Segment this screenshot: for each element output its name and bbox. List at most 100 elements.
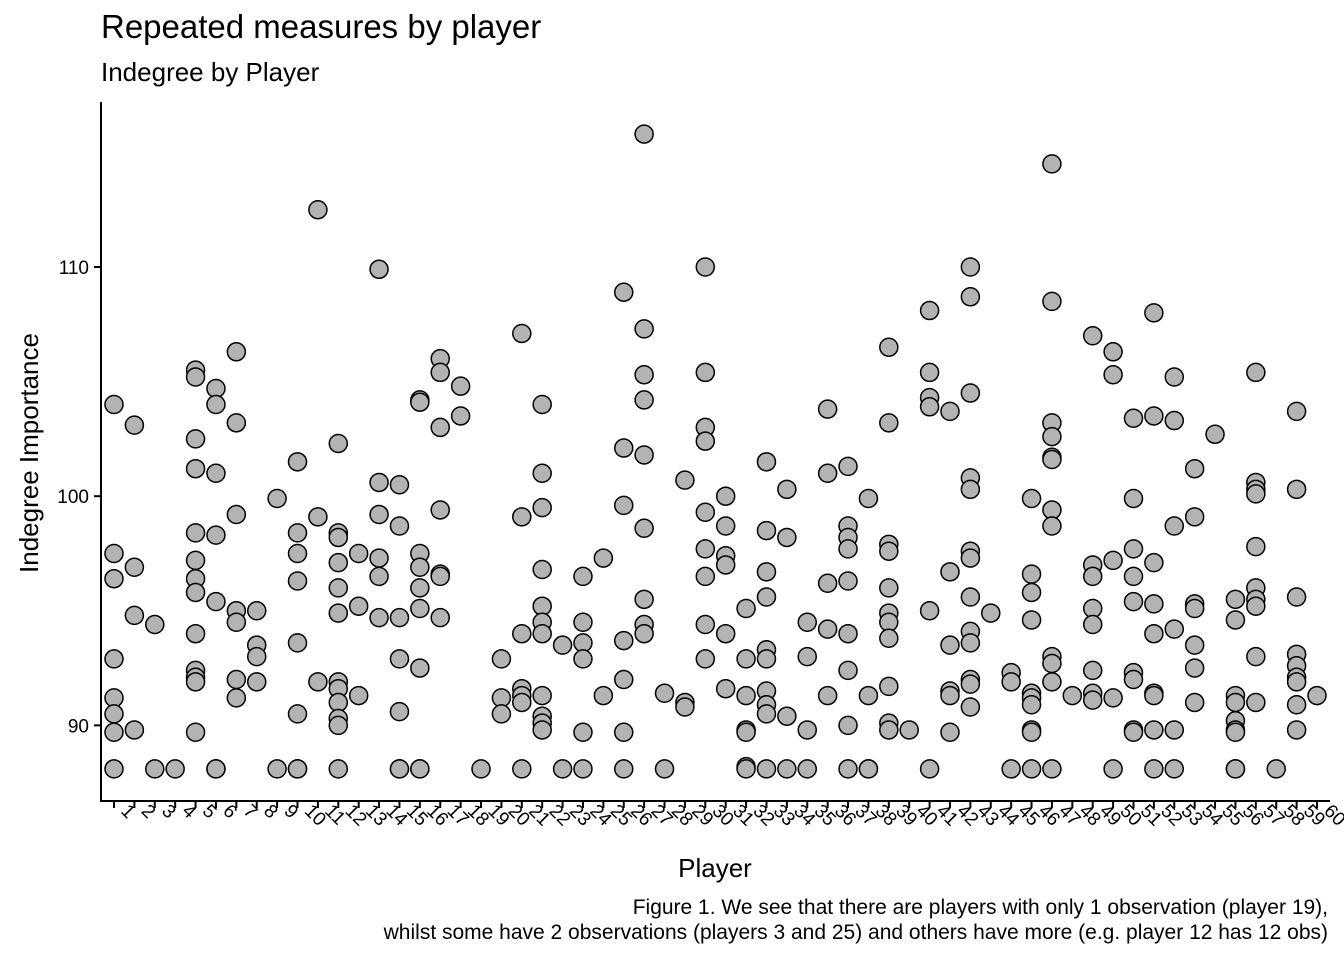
data-point	[777, 706, 797, 726]
data-point	[1286, 672, 1307, 692]
data-point	[715, 623, 736, 644]
data-point	[634, 390, 654, 410]
data-point	[532, 685, 552, 706]
data-point	[1144, 303, 1164, 323]
data-point	[369, 504, 389, 525]
data-point	[369, 548, 389, 568]
data-point	[165, 759, 185, 779]
data-point	[226, 413, 247, 433]
data-point	[410, 598, 430, 619]
data-point	[287, 704, 308, 724]
data-point	[1021, 759, 1042, 779]
data-point	[1123, 591, 1144, 612]
data-point	[1082, 566, 1103, 587]
data-point	[287, 571, 308, 591]
data-point	[736, 722, 756, 742]
data-point	[328, 552, 349, 573]
data-point	[919, 397, 940, 417]
caption-line-1: Figure 1. We see that there are players …	[632, 896, 1328, 919]
data-point	[756, 649, 777, 669]
data-point	[634, 124, 654, 144]
data-point	[308, 507, 328, 527]
data-point	[777, 759, 797, 779]
data-point	[695, 649, 716, 669]
data-point	[1246, 596, 1266, 616]
data-point	[1184, 658, 1205, 678]
data-point	[226, 504, 247, 525]
data-point	[573, 612, 593, 632]
points-layer	[104, 124, 1327, 779]
data-point	[879, 541, 899, 561]
data-point	[838, 456, 858, 477]
data-point	[613, 722, 634, 742]
data-point	[858, 488, 879, 509]
data-point	[695, 362, 716, 383]
data-point	[593, 548, 614, 568]
data-point	[552, 635, 573, 655]
data-point	[348, 685, 369, 706]
data-point	[879, 720, 899, 740]
data-point	[1225, 759, 1246, 779]
data-point	[960, 287, 981, 307]
data-point	[879, 578, 899, 598]
data-point	[1286, 401, 1307, 422]
data-point	[960, 383, 981, 403]
data-point	[410, 658, 430, 678]
data-point	[1001, 759, 1021, 779]
data-point	[817, 399, 838, 419]
data-point	[736, 598, 756, 619]
data-point	[695, 431, 716, 451]
data-point	[613, 759, 634, 779]
data-point	[1184, 692, 1205, 713]
data-point	[654, 759, 675, 779]
data-point	[226, 612, 247, 632]
y-tick-label: 100	[57, 487, 89, 508]
data-point	[1103, 688, 1123, 708]
data-point	[206, 759, 226, 779]
data-point	[185, 722, 206, 742]
data-point	[715, 516, 736, 536]
data-point	[838, 715, 858, 736]
x-tick-label: 4	[178, 801, 201, 824]
data-point	[940, 722, 960, 742]
data-point	[613, 669, 634, 690]
x-tick-label: 5	[198, 801, 220, 823]
data-point	[389, 516, 410, 536]
data-point	[1103, 550, 1123, 571]
data-point	[777, 527, 797, 548]
data-point	[1001, 672, 1021, 692]
data-point	[287, 759, 308, 779]
data-point	[1123, 539, 1144, 559]
data-point	[695, 502, 716, 522]
data-point	[1062, 685, 1083, 706]
x-axis-label: Player	[678, 853, 752, 883]
data-point	[1246, 362, 1266, 383]
x-tick-label: 3	[157, 801, 179, 823]
data-point	[919, 601, 940, 621]
data-point	[1225, 722, 1246, 742]
data-point	[246, 672, 267, 692]
data-point	[573, 649, 593, 669]
data-point	[1123, 669, 1144, 690]
data-point	[1246, 536, 1266, 557]
data-point	[1123, 488, 1144, 509]
data-point	[879, 628, 899, 649]
data-point	[246, 646, 267, 667]
data-point	[287, 523, 308, 543]
data-point	[104, 759, 124, 779]
data-point	[940, 562, 960, 582]
data-point	[838, 539, 858, 559]
data-point	[634, 518, 654, 539]
data-point	[124, 720, 145, 740]
data-point	[817, 619, 838, 639]
x-tick-label: 6	[218, 801, 240, 823]
data-point	[797, 720, 818, 740]
data-point	[1123, 408, 1144, 429]
data-point	[206, 591, 226, 612]
data-point	[1246, 484, 1266, 504]
data-point	[1266, 759, 1286, 779]
x-tick-label: 9	[280, 801, 302, 823]
data-point	[430, 607, 450, 628]
data-point	[206, 525, 226, 545]
